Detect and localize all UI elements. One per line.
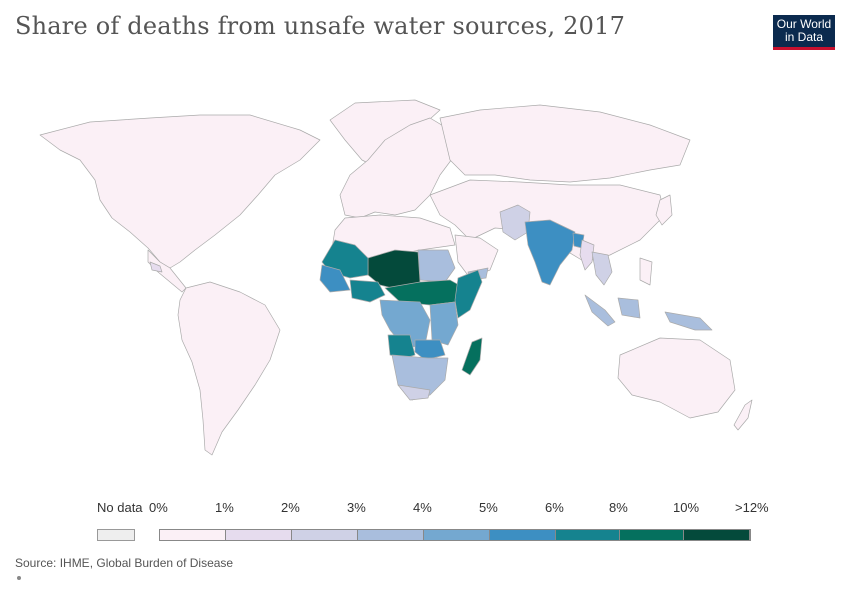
region-south-america bbox=[177, 281, 281, 456]
region-south-africa bbox=[397, 384, 431, 401]
region-zambia bbox=[414, 339, 446, 361]
region-madagascar bbox=[461, 337, 483, 376]
region-se-asia bbox=[591, 251, 613, 286]
bullet-dot bbox=[17, 576, 21, 580]
logo-line1: Our World bbox=[776, 17, 832, 31]
region-east-africa bbox=[429, 301, 459, 346]
logo-line2: in Data bbox=[784, 30, 824, 44]
region-india bbox=[524, 219, 576, 286]
region-japan bbox=[655, 194, 673, 226]
region-north-america bbox=[39, 114, 321, 269]
source-note[interactable]: Source: IHME, Global Burden of Disease bbox=[15, 556, 234, 570]
region-indonesia-e bbox=[664, 311, 713, 331]
region-nigeria bbox=[349, 279, 386, 303]
page-title: Share of deaths from unsafe water source… bbox=[15, 12, 626, 40]
region-arabia bbox=[454, 234, 499, 279]
region-philippines bbox=[639, 257, 653, 286]
region-somalia bbox=[454, 269, 483, 319]
region-angola bbox=[387, 334, 416, 359]
region-indonesia-w bbox=[584, 294, 616, 327]
region-myanmar bbox=[579, 239, 595, 271]
region-indonesia-c bbox=[617, 297, 641, 319]
region-west-coast bbox=[319, 264, 351, 293]
region-australia bbox=[617, 337, 736, 419]
region-central-america-mid bbox=[149, 261, 163, 273]
region-new-zealand bbox=[733, 399, 753, 431]
region-sudan bbox=[417, 249, 456, 283]
region-russia bbox=[439, 104, 691, 183]
owid-logo[interactable]: Our World in Data bbox=[773, 15, 835, 50]
